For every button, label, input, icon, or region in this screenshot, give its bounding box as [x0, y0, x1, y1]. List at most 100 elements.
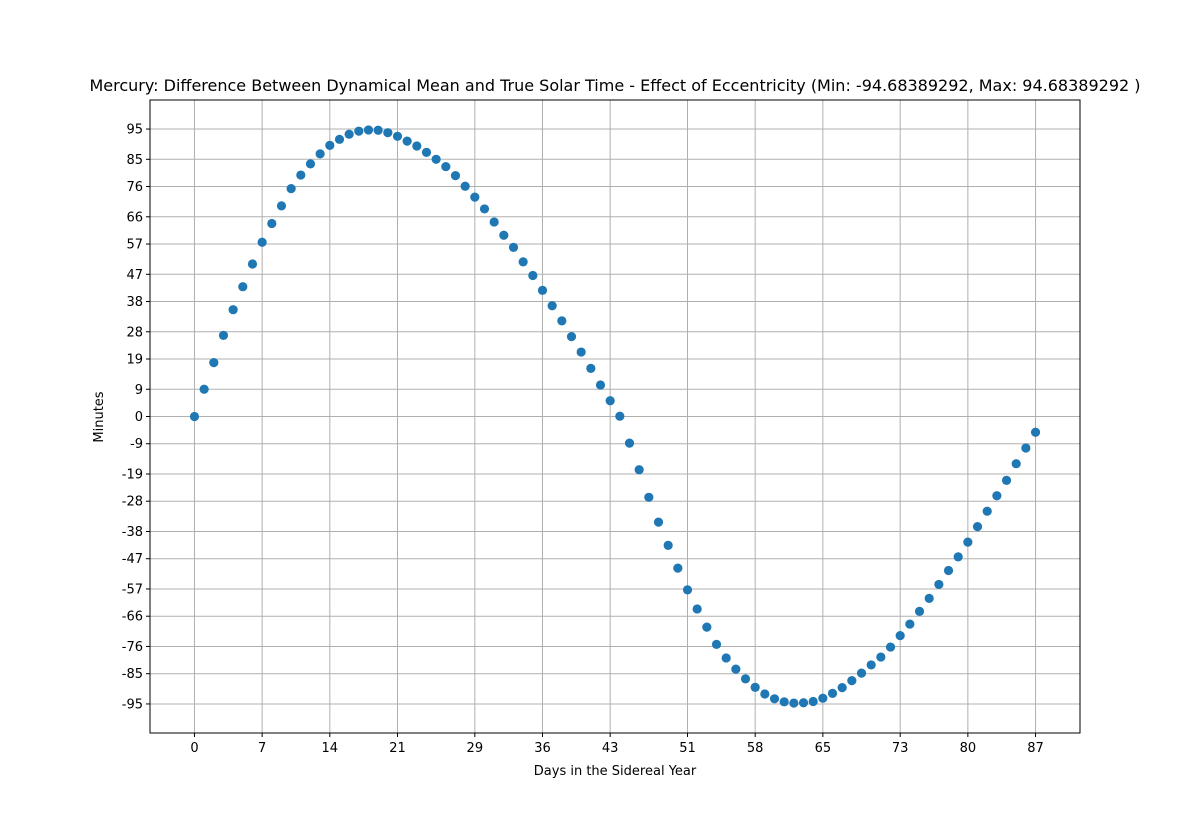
y-tick-label: 28 [126, 325, 143, 340]
data-point [914, 606, 925, 616]
x-tick-label: 51 [679, 741, 696, 756]
y-tick-label: -38 [122, 525, 143, 540]
data-point [547, 301, 557, 311]
x-tick-label: 14 [322, 741, 339, 756]
data-point [1011, 459, 1021, 469]
data-point [972, 522, 983, 532]
data-point [905, 619, 915, 629]
data-point [798, 698, 809, 708]
data-point [740, 674, 751, 684]
data-point [412, 141, 422, 151]
data-point [586, 363, 596, 373]
data-point [808, 696, 818, 707]
y-tick-label: 66 [126, 210, 143, 225]
x-tick-label: 87 [1027, 741, 1044, 756]
y-tick-label: -76 [122, 640, 143, 655]
data-point [760, 689, 770, 699]
data-point [557, 316, 567, 326]
data-point [421, 147, 432, 157]
data-point [779, 697, 789, 707]
y-tick-label: -57 [122, 582, 143, 597]
data-points [189, 125, 1041, 708]
data-point [731, 664, 741, 674]
data-point [199, 384, 209, 394]
y-tick-label: 19 [126, 353, 143, 368]
y-tick-label: 38 [126, 295, 143, 310]
x-tick-label: 36 [534, 741, 551, 756]
y-tick-label: -95 [122, 697, 143, 712]
chart-title: Mercury: Difference Between Dynamical Me… [89, 76, 1140, 95]
data-point [1030, 427, 1041, 437]
data-point [383, 128, 393, 138]
data-point [296, 170, 306, 180]
data-point [963, 537, 973, 547]
data-point [286, 184, 296, 194]
data-point [247, 259, 258, 269]
y-tick-label: 0 [135, 410, 143, 425]
data-point [644, 492, 654, 502]
x-tick-label: 21 [389, 741, 406, 756]
data-point [789, 698, 799, 708]
data-point [605, 396, 615, 406]
data-point [518, 257, 528, 267]
data-point [856, 668, 867, 678]
y-tick-label: -85 [122, 667, 143, 682]
data-point [634, 465, 644, 475]
grid-lines [150, 100, 1080, 733]
data-point [934, 579, 944, 590]
x-tick-label: 43 [602, 741, 619, 756]
data-point [866, 660, 876, 670]
data-point [827, 688, 838, 698]
data-point [209, 358, 219, 368]
data-point [673, 563, 683, 573]
y-tick-label: -19 [122, 467, 143, 482]
data-point [392, 131, 403, 141]
data-point [711, 639, 722, 649]
data-point [769, 694, 780, 704]
data-point [847, 676, 857, 686]
data-point [267, 218, 277, 229]
data-point [257, 237, 267, 247]
data-point [479, 204, 490, 214]
data-point [334, 134, 345, 144]
y-tick-label: 57 [126, 238, 143, 253]
data-point [576, 347, 586, 357]
data-point [702, 622, 712, 632]
y-axis-ticks: 95 85 76 66 57 47 38 28 19 9 0 -9 -19 -28 -38 -47 -57 -66… [122, 123, 150, 712]
data-point [837, 683, 847, 693]
data-point [885, 642, 896, 652]
data-point [238, 282, 248, 292]
data-point [624, 438, 635, 448]
data-point [537, 285, 548, 295]
x-tick-label: 7 [258, 741, 266, 756]
data-point [315, 149, 325, 159]
y-tick-label: 9 [135, 383, 143, 398]
data-point [992, 491, 1002, 501]
data-point [663, 540, 673, 550]
y-tick-label: -28 [122, 495, 143, 510]
x-tick-label: 65 [815, 741, 832, 756]
data-point [460, 181, 470, 191]
data-point [818, 693, 828, 703]
data-point [499, 230, 509, 240]
data-point [344, 129, 354, 139]
x-tick-label: 29 [467, 741, 484, 756]
data-point [721, 653, 731, 663]
x-axis-ticks: 0 7 14 21 29 36 43 51 58 65 73 80 87 [190, 733, 1044, 756]
data-point [895, 630, 905, 641]
data-point [363, 125, 374, 135]
x-tick-label: 73 [892, 741, 909, 756]
data-point [953, 552, 963, 562]
x-tick-label: 58 [747, 741, 764, 756]
data-point [615, 411, 625, 421]
data-point [470, 192, 480, 202]
data-point [566, 332, 577, 342]
data-point [441, 161, 451, 172]
data-point [402, 136, 412, 146]
data-point [305, 159, 316, 169]
data-point [431, 154, 441, 164]
data-point [189, 411, 200, 422]
data-point [943, 565, 954, 576]
